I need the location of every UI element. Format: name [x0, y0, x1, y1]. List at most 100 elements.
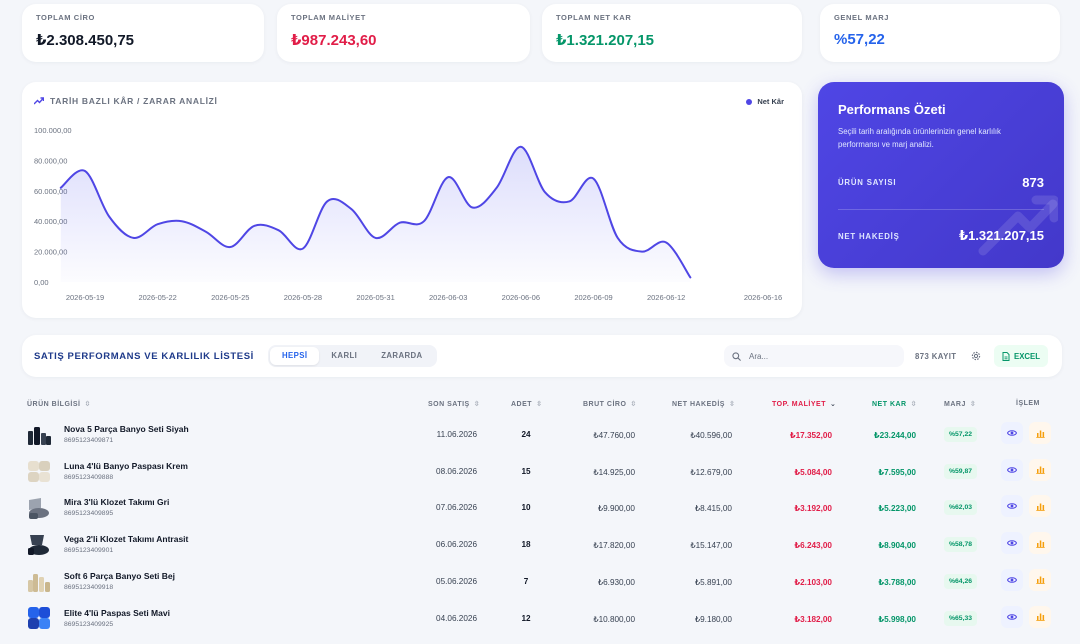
- quantity: 12: [521, 613, 531, 623]
- gross-revenue: ₺9.900,00: [597, 504, 635, 514]
- eye-icon: [1007, 577, 1017, 583]
- kpi-total-revenue: TOPLAM CİRO ₺2.308.450,75: [22, 4, 264, 62]
- product-sku: 8695123409925: [64, 620, 114, 628]
- bar-chart-icon: [1035, 540, 1045, 548]
- sort-icon: ⇳: [536, 401, 543, 408]
- net-payout: ₺8.415,00: [694, 504, 732, 514]
- quantity: 24: [521, 430, 531, 439]
- net-profit: ₺5.223,00: [878, 504, 916, 514]
- total-cost: ₺2.103,00: [794, 577, 832, 587]
- last-sale-date: 05.06.2026: [436, 576, 477, 586]
- sort-icon: ⇳: [969, 401, 977, 408]
- kpi-label: TOPLAM MALİYET: [291, 13, 366, 22]
- record-count: 873 KAYIT: [915, 352, 957, 361]
- net-profit: ₺7.595,00: [878, 467, 916, 477]
- col-label: NET HAKEDİŞ: [672, 400, 725, 408]
- net-payout-row: NET HAKEDİŞ ₺1.321.207,15: [838, 228, 1044, 244]
- analytics-button[interactable]: [1029, 458, 1051, 481]
- product-thumbnail: [29, 498, 49, 520]
- analytics-button[interactable]: [1029, 605, 1051, 628]
- col-product[interactable]: ÜRÜN BİLGİSİ ⇳: [27, 400, 91, 409]
- x-tick-label: 2026-05-19: [66, 293, 104, 302]
- eye-icon: [1007, 503, 1017, 510]
- view-button[interactable]: [1001, 422, 1023, 444]
- last-sale-date: 04.06.2026: [436, 613, 477, 623]
- legend-dot: [746, 98, 753, 105]
- product-count-label: ÜRÜN SAYISI: [838, 178, 897, 187]
- col-margin[interactable]: MARJ ⇳: [944, 400, 977, 409]
- bar-chart-icon: [1035, 503, 1045, 511]
- net-payout-value: ₺1.321.207,15: [959, 228, 1044, 243]
- analytics-button[interactable]: [1029, 532, 1051, 555]
- series-area: [60, 146, 691, 282]
- view-button[interactable]: [1001, 458, 1023, 481]
- total-cost: ₺6.243,00: [794, 541, 832, 551]
- excel-file-icon: [1002, 351, 1010, 361]
- table-row[interactable]: Vega 2'li Klozet Takımı Antrasit 8695123…: [0, 526, 1080, 562]
- sort-icon: ⇳: [84, 401, 91, 408]
- col-label: NET KAR: [872, 400, 907, 408]
- product-count-value: 873: [1022, 175, 1044, 190]
- col-last-sale[interactable]: SON SATIŞ ⇳: [428, 400, 481, 409]
- search-icon: [732, 351, 741, 361]
- gross-revenue: ₺14.925,00: [593, 467, 635, 477]
- gross-revenue: ₺6.930,00: [597, 577, 635, 587]
- product-name[interactable]: Elite 4'lü Paspas Seti Mavi: [64, 607, 170, 618]
- gross-revenue: ₺47.760,00: [593, 431, 635, 440]
- product-thumbnail: [28, 427, 51, 445]
- col-qty[interactable]: ADET ⇳: [511, 400, 543, 409]
- product-name[interactable]: Soft 6 Parça Banyo Seti Bej: [64, 570, 176, 581]
- net-payout: ₺15.147,00: [690, 541, 732, 551]
- analytics-button[interactable]: [1029, 495, 1051, 518]
- y-tick-label: 20.000,00: [34, 248, 67, 257]
- view-button[interactable]: [1001, 605, 1023, 628]
- view-button[interactable]: [1001, 532, 1023, 555]
- settings-button[interactable]: [968, 348, 984, 364]
- y-tick-label: 80.000,00: [34, 156, 67, 165]
- eye-icon: [1007, 430, 1017, 436]
- tab-all[interactable]: HEPSİ: [270, 347, 320, 365]
- last-sale-date: 08.06.2026: [436, 466, 477, 476]
- table-row[interactable]: Mira 3'lü Klozet Takımı Gri 869512340989…: [0, 489, 1080, 525]
- series-line[interactable]: [59, 145, 692, 279]
- kpi-value: ₺1.321.207,15: [556, 32, 655, 49]
- quantity: 10: [521, 503, 531, 513]
- last-sale-date: 07.06.2026: [436, 503, 477, 513]
- total-cost: ₺3.192,00: [794, 504, 832, 514]
- table-row[interactable]: Luna 4'lü Banyo Paspası Krem 86951234098…: [0, 453, 1080, 489]
- col-label: ADET: [511, 400, 533, 408]
- col-net-payout[interactable]: NET HAKEDİŞ ⇳: [672, 400, 735, 409]
- last-sale-date: 11.06.2026: [436, 430, 477, 439]
- product-name[interactable]: Nova 5 Parça Banyo Seti Siyah: [64, 424, 189, 434]
- search-input[interactable]: [749, 351, 889, 361]
- last-sale-date: 06.06.2026: [436, 540, 477, 550]
- analytics-button[interactable]: [1029, 568, 1051, 591]
- sort-icon: ⇳: [630, 401, 637, 408]
- x-tick-label: 2026-05-25: [211, 293, 249, 302]
- view-button[interactable]: [1001, 568, 1023, 591]
- table-row[interactable]: Elite 4'lü Paspas Seti Mavi 869512340992…: [0, 600, 1080, 636]
- net-payout-label: NET HAKEDİŞ: [838, 231, 900, 241]
- tab-loss[interactable]: ZARARDA: [381, 351, 423, 360]
- net-profit: ₺3.788,00: [878, 577, 916, 587]
- bar-chart-icon: [1035, 576, 1045, 585]
- col-total-cost[interactable]: TOP. MALİYET ⌄: [772, 400, 836, 409]
- product-name[interactable]: Luna 4'lü Banyo Paspası Krem: [64, 460, 188, 471]
- sort-icon: ⇳: [473, 401, 481, 408]
- bar-chart-icon: [1035, 466, 1045, 475]
- table-row[interactable]: Nova 5 Parça Banyo Seti Siyah 8695123409…: [0, 416, 1080, 452]
- product-name[interactable]: Mira 3'lü Klozet Takımı Gri: [64, 497, 170, 508]
- chart-legend[interactable]: Net Kâr: [746, 97, 784, 106]
- search-box[interactable]: [724, 345, 904, 367]
- product-name[interactable]: Vega 2'li Klozet Takımı Antrasit: [64, 534, 189, 545]
- table-row[interactable]: Soft 6 Parça Banyo Seti Bej 869512340991…: [0, 563, 1080, 599]
- view-button[interactable]: [1001, 495, 1023, 518]
- col-net-profit[interactable]: NET KAR ⇳: [872, 400, 917, 409]
- product-sku: 8695123409918: [64, 583, 114, 591]
- tab-profitable[interactable]: KARLI: [331, 351, 358, 360]
- analytics-button[interactable]: [1029, 422, 1051, 444]
- kpi-label: TOPLAM CİRO: [36, 13, 95, 22]
- excel-export-button[interactable]: EXCEL: [994, 345, 1048, 367]
- col-gross[interactable]: BRUT CİRO ⇳: [583, 400, 637, 409]
- total-cost: ₺3.182,00: [794, 614, 832, 624]
